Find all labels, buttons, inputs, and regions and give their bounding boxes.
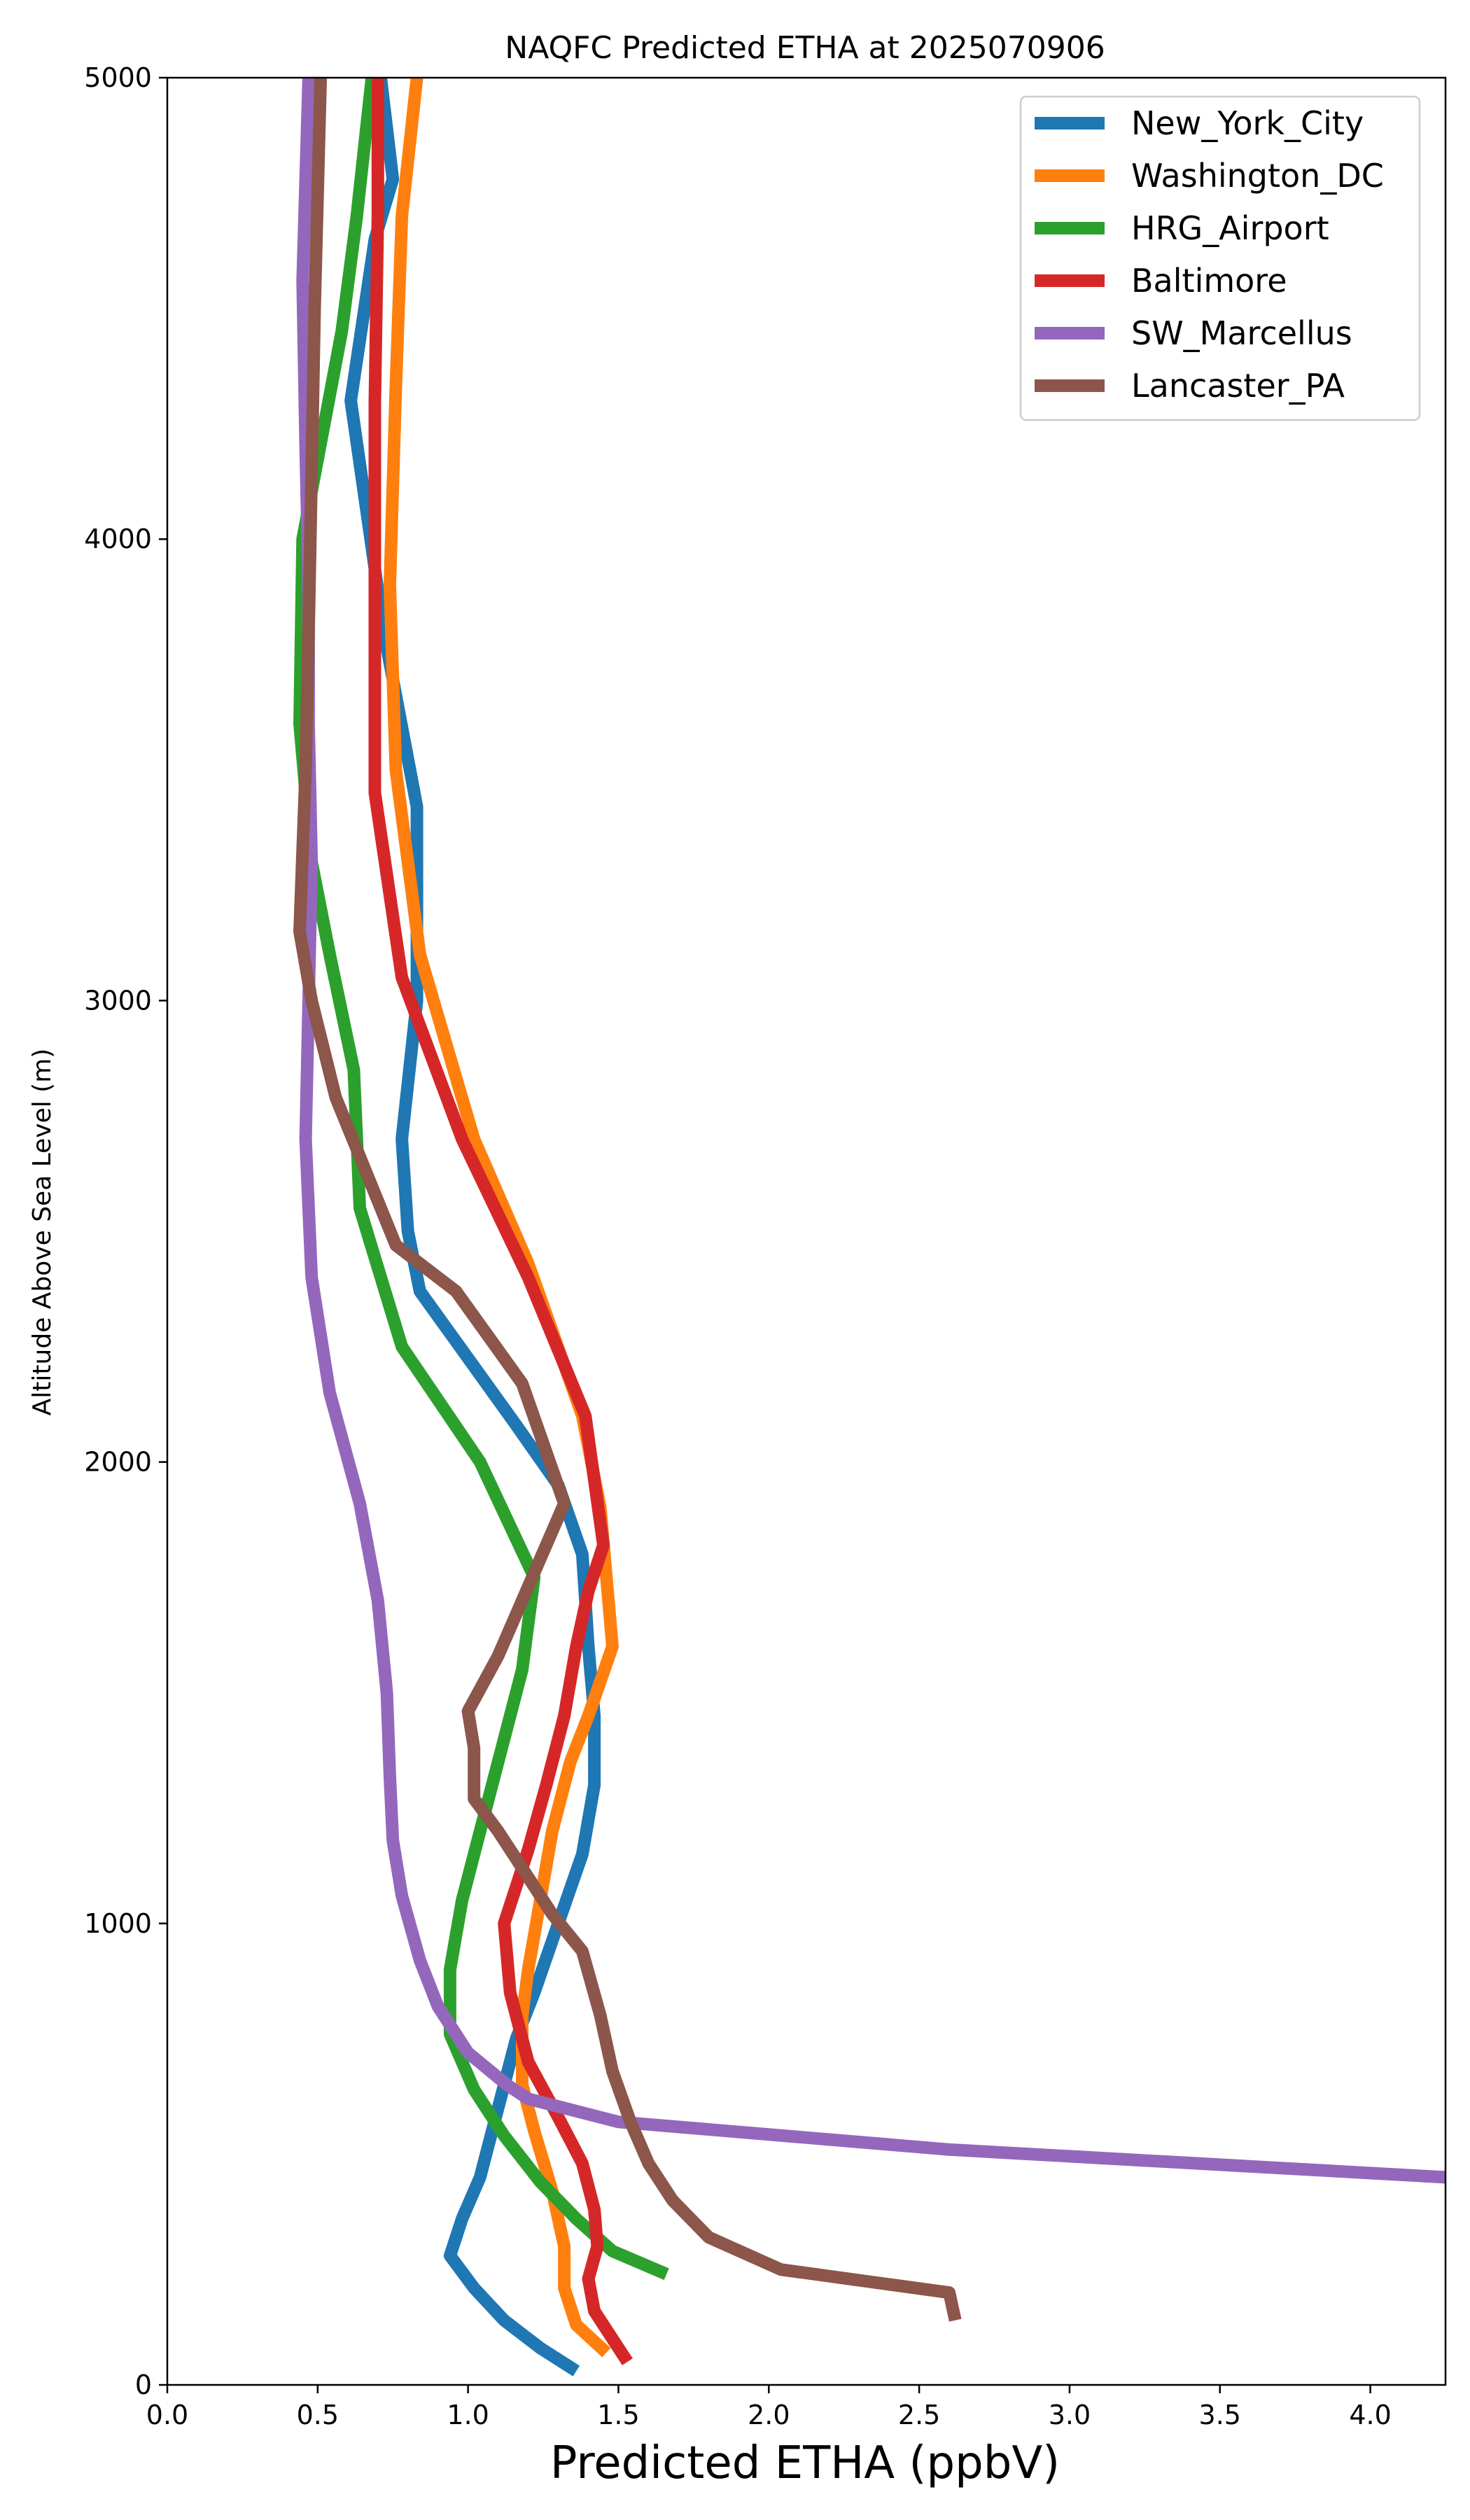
legend-label-Lancaster_PA: Lancaster_PA (1131, 367, 1345, 405)
x-axis-ticks: 0.0 0.5 1.0 1.5 2.0 2.5 3.0 3.5 4.0 (146, 2385, 1392, 2430)
y-axis-ticks: 0 1000 2000 3000 4000 5000 (84, 62, 167, 2400)
x-tick-label: 1.0 (447, 2400, 489, 2430)
y-tick-label: 5000 (84, 62, 152, 93)
y-tick-label: 1000 (84, 1908, 152, 1939)
legend-label-SW_Marcellus: SW_Marcellus (1131, 314, 1352, 352)
legend-label-HRG_Airport: HRG_Airport (1131, 209, 1329, 247)
series-line-HRG_Airport (293, 78, 669, 2281)
plot-series (293, 78, 1446, 2376)
x-tick-label: 3.5 (1199, 2400, 1241, 2430)
legend: New_York_City Washington_DC HRG_Airport Bal… (1019, 95, 1421, 421)
y-tick-label: 4000 (84, 524, 152, 554)
x-tick-label: 4.0 (1349, 2400, 1391, 2430)
x-tick-label: 0.5 (297, 2400, 339, 2430)
x-axis-label: Predicted ETHA (ppbV) (550, 2437, 1060, 2489)
legend-box (1019, 95, 1421, 421)
y-tick-label: 3000 (84, 985, 152, 1016)
chart-title: NAQFC Predicted ETHA at 2025070906 (505, 30, 1105, 66)
legend-label-Baltimore: Baltimore (1131, 262, 1287, 300)
plot-area-frame (166, 76, 1447, 2386)
x-tick-label: 2.0 (748, 2400, 790, 2430)
x-tick-label: 1.5 (597, 2400, 639, 2430)
x-tick-label: 2.5 (898, 2400, 940, 2430)
legend-label-New_York_City: New_York_City (1131, 104, 1364, 142)
y-tick-label: 2000 (84, 1447, 152, 1478)
x-tick-label: 3.0 (1049, 2400, 1091, 2430)
y-axis-label: Altitude Above Sea Level (m) (28, 1049, 57, 1416)
x-tick-label: 0.0 (146, 2400, 188, 2430)
y-tick-label: 0 (135, 2370, 152, 2400)
legend-label-Washington_DC: Washington_DC (1131, 157, 1384, 195)
series-line-Lancaster_PA (293, 78, 962, 2322)
series-line-Baltimore (368, 78, 633, 2365)
